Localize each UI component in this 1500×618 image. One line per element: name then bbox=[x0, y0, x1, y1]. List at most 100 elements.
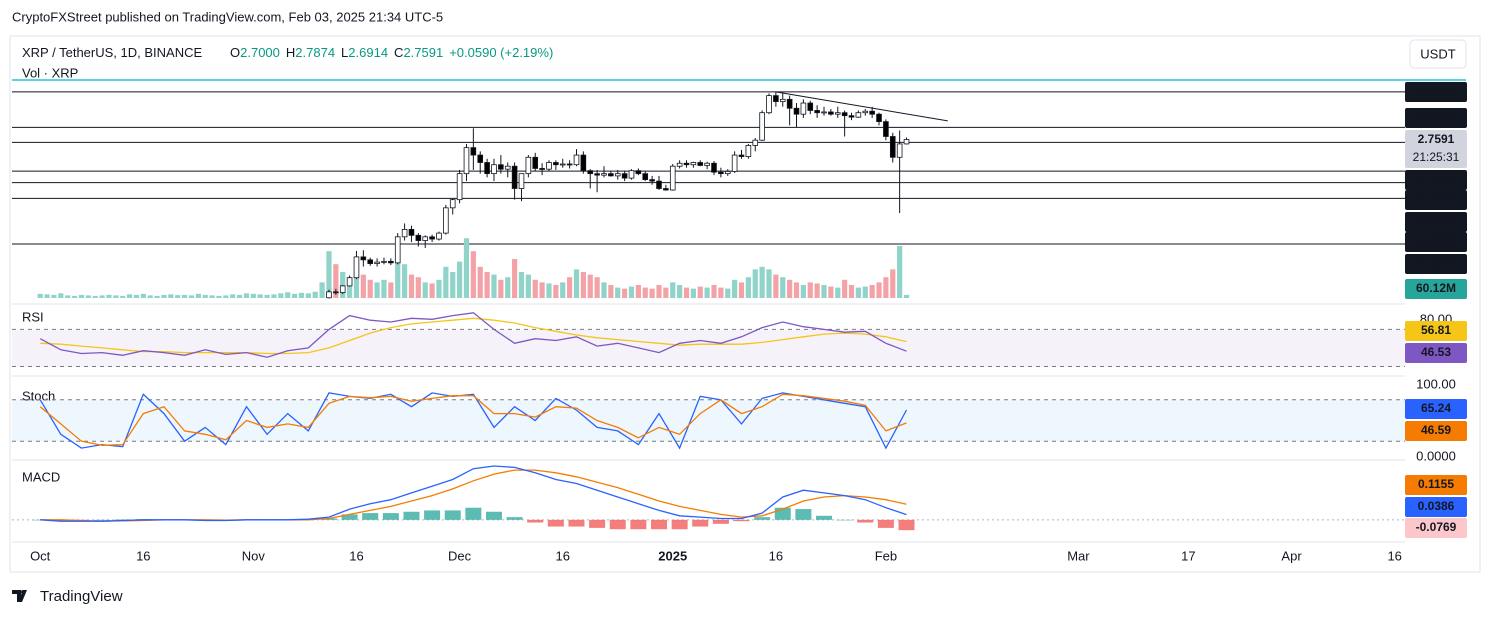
value-label: -0.0769 bbox=[1416, 520, 1457, 534]
volume-bar bbox=[903, 294, 910, 298]
histogram-bar bbox=[836, 519, 853, 521]
volume-bar bbox=[738, 282, 745, 298]
histogram-bar bbox=[527, 519, 544, 523]
level-label-box bbox=[1405, 232, 1467, 252]
x-tick-label: 16 bbox=[556, 548, 570, 563]
volume-bar bbox=[697, 286, 703, 298]
volume-bar bbox=[725, 288, 731, 298]
volume-bar bbox=[821, 285, 827, 298]
x-tick-label: Apr bbox=[1281, 548, 1302, 563]
volume-bar bbox=[278, 293, 284, 298]
candle-body bbox=[504, 165, 511, 170]
candle-body bbox=[745, 145, 752, 157]
candle-body bbox=[580, 154, 587, 172]
candle-body bbox=[525, 156, 532, 175]
volume-bar bbox=[463, 238, 470, 298]
volume-bar bbox=[807, 282, 813, 298]
volume-bar bbox=[408, 274, 415, 298]
candle-body bbox=[339, 285, 346, 293]
histogram-bar bbox=[506, 517, 523, 520]
histogram-bar bbox=[403, 511, 420, 520]
chart-frame bbox=[9, 35, 1481, 573]
volume-bar bbox=[415, 277, 421, 298]
candle-body bbox=[594, 173, 600, 176]
candle-body bbox=[724, 171, 731, 175]
volume-bar bbox=[450, 272, 456, 298]
volume-bar bbox=[560, 282, 566, 298]
volume-bar bbox=[120, 295, 126, 298]
volume-bar bbox=[649, 288, 655, 298]
level-label: 1.9669 bbox=[1418, 234, 1455, 248]
histogram-bar bbox=[877, 519, 894, 528]
value-label-box bbox=[1405, 475, 1467, 495]
volume-title: Vol · XRP bbox=[22, 65, 78, 80]
candle-body bbox=[463, 147, 470, 175]
candle-body bbox=[621, 173, 628, 179]
volume-bar bbox=[780, 277, 786, 298]
volume-bar bbox=[759, 266, 765, 298]
volume-label: 60.12M bbox=[1416, 281, 1456, 295]
histogram-bar bbox=[898, 519, 915, 531]
histogram-bar bbox=[341, 514, 358, 520]
candle-body bbox=[876, 113, 882, 123]
volume-bar bbox=[429, 283, 435, 298]
trend-line bbox=[775, 91, 948, 122]
candle-body bbox=[326, 291, 332, 299]
ohlc-value: 2.7591 bbox=[403, 45, 443, 60]
volume-bar bbox=[897, 246, 903, 298]
volume-bar bbox=[291, 293, 298, 298]
candle-body bbox=[388, 260, 394, 264]
volume-bar bbox=[175, 295, 181, 298]
candle-body bbox=[903, 139, 910, 145]
band-fill bbox=[12, 399, 1405, 442]
candle-body bbox=[333, 291, 339, 294]
x-tick-label: 16 bbox=[769, 548, 783, 563]
value-label-box bbox=[1405, 421, 1467, 441]
histogram-bar bbox=[692, 519, 709, 527]
volume-bar bbox=[855, 287, 861, 298]
x-tick-label: 16 bbox=[136, 548, 150, 563]
candle-body bbox=[553, 162, 559, 166]
volume-bar bbox=[312, 291, 318, 298]
volume-bar bbox=[663, 287, 669, 298]
value-label: 46.59 bbox=[1421, 423, 1451, 437]
volume-bar bbox=[37, 293, 43, 298]
level-label: 2.9228 bbox=[1418, 110, 1455, 124]
volume-bar bbox=[202, 294, 208, 298]
candle-body bbox=[559, 163, 566, 166]
histogram-bar bbox=[857, 519, 874, 523]
candle-body bbox=[498, 164, 504, 170]
volume-bar bbox=[828, 286, 834, 298]
candle-body bbox=[814, 110, 820, 114]
histogram-bar bbox=[671, 519, 688, 530]
countdown: 21:25:31 bbox=[1413, 150, 1460, 164]
candle-body bbox=[608, 173, 614, 177]
value-label: 65.24 bbox=[1421, 401, 1451, 415]
histogram-bar bbox=[485, 511, 502, 520]
candle-body bbox=[828, 111, 834, 115]
candle-body bbox=[408, 228, 415, 236]
volume-bar bbox=[65, 295, 71, 298]
level-label-box bbox=[1405, 82, 1467, 102]
volume-bar bbox=[477, 266, 483, 298]
histogram-bar bbox=[650, 519, 667, 530]
candle-body bbox=[793, 107, 800, 115]
volume-bar bbox=[491, 274, 497, 298]
value-label: 56.81 bbox=[1421, 323, 1451, 337]
candle-body bbox=[381, 260, 387, 263]
volume-bar bbox=[147, 295, 153, 298]
candle-body bbox=[491, 164, 497, 175]
ohlc-value: 2.7000 bbox=[240, 45, 280, 60]
volume-bar bbox=[395, 259, 401, 298]
candle-body bbox=[422, 236, 429, 241]
candle-body bbox=[759, 112, 765, 141]
currency-button[interactable] bbox=[1409, 39, 1467, 69]
candle-body bbox=[656, 180, 662, 189]
volume-bar bbox=[498, 279, 504, 298]
candle-body bbox=[456, 173, 463, 201]
volume-bar bbox=[718, 287, 724, 298]
currency[interactable]: USDT bbox=[1420, 46, 1455, 61]
candle-body bbox=[628, 170, 635, 179]
candle-body bbox=[773, 95, 779, 102]
histogram-bar bbox=[589, 519, 606, 528]
